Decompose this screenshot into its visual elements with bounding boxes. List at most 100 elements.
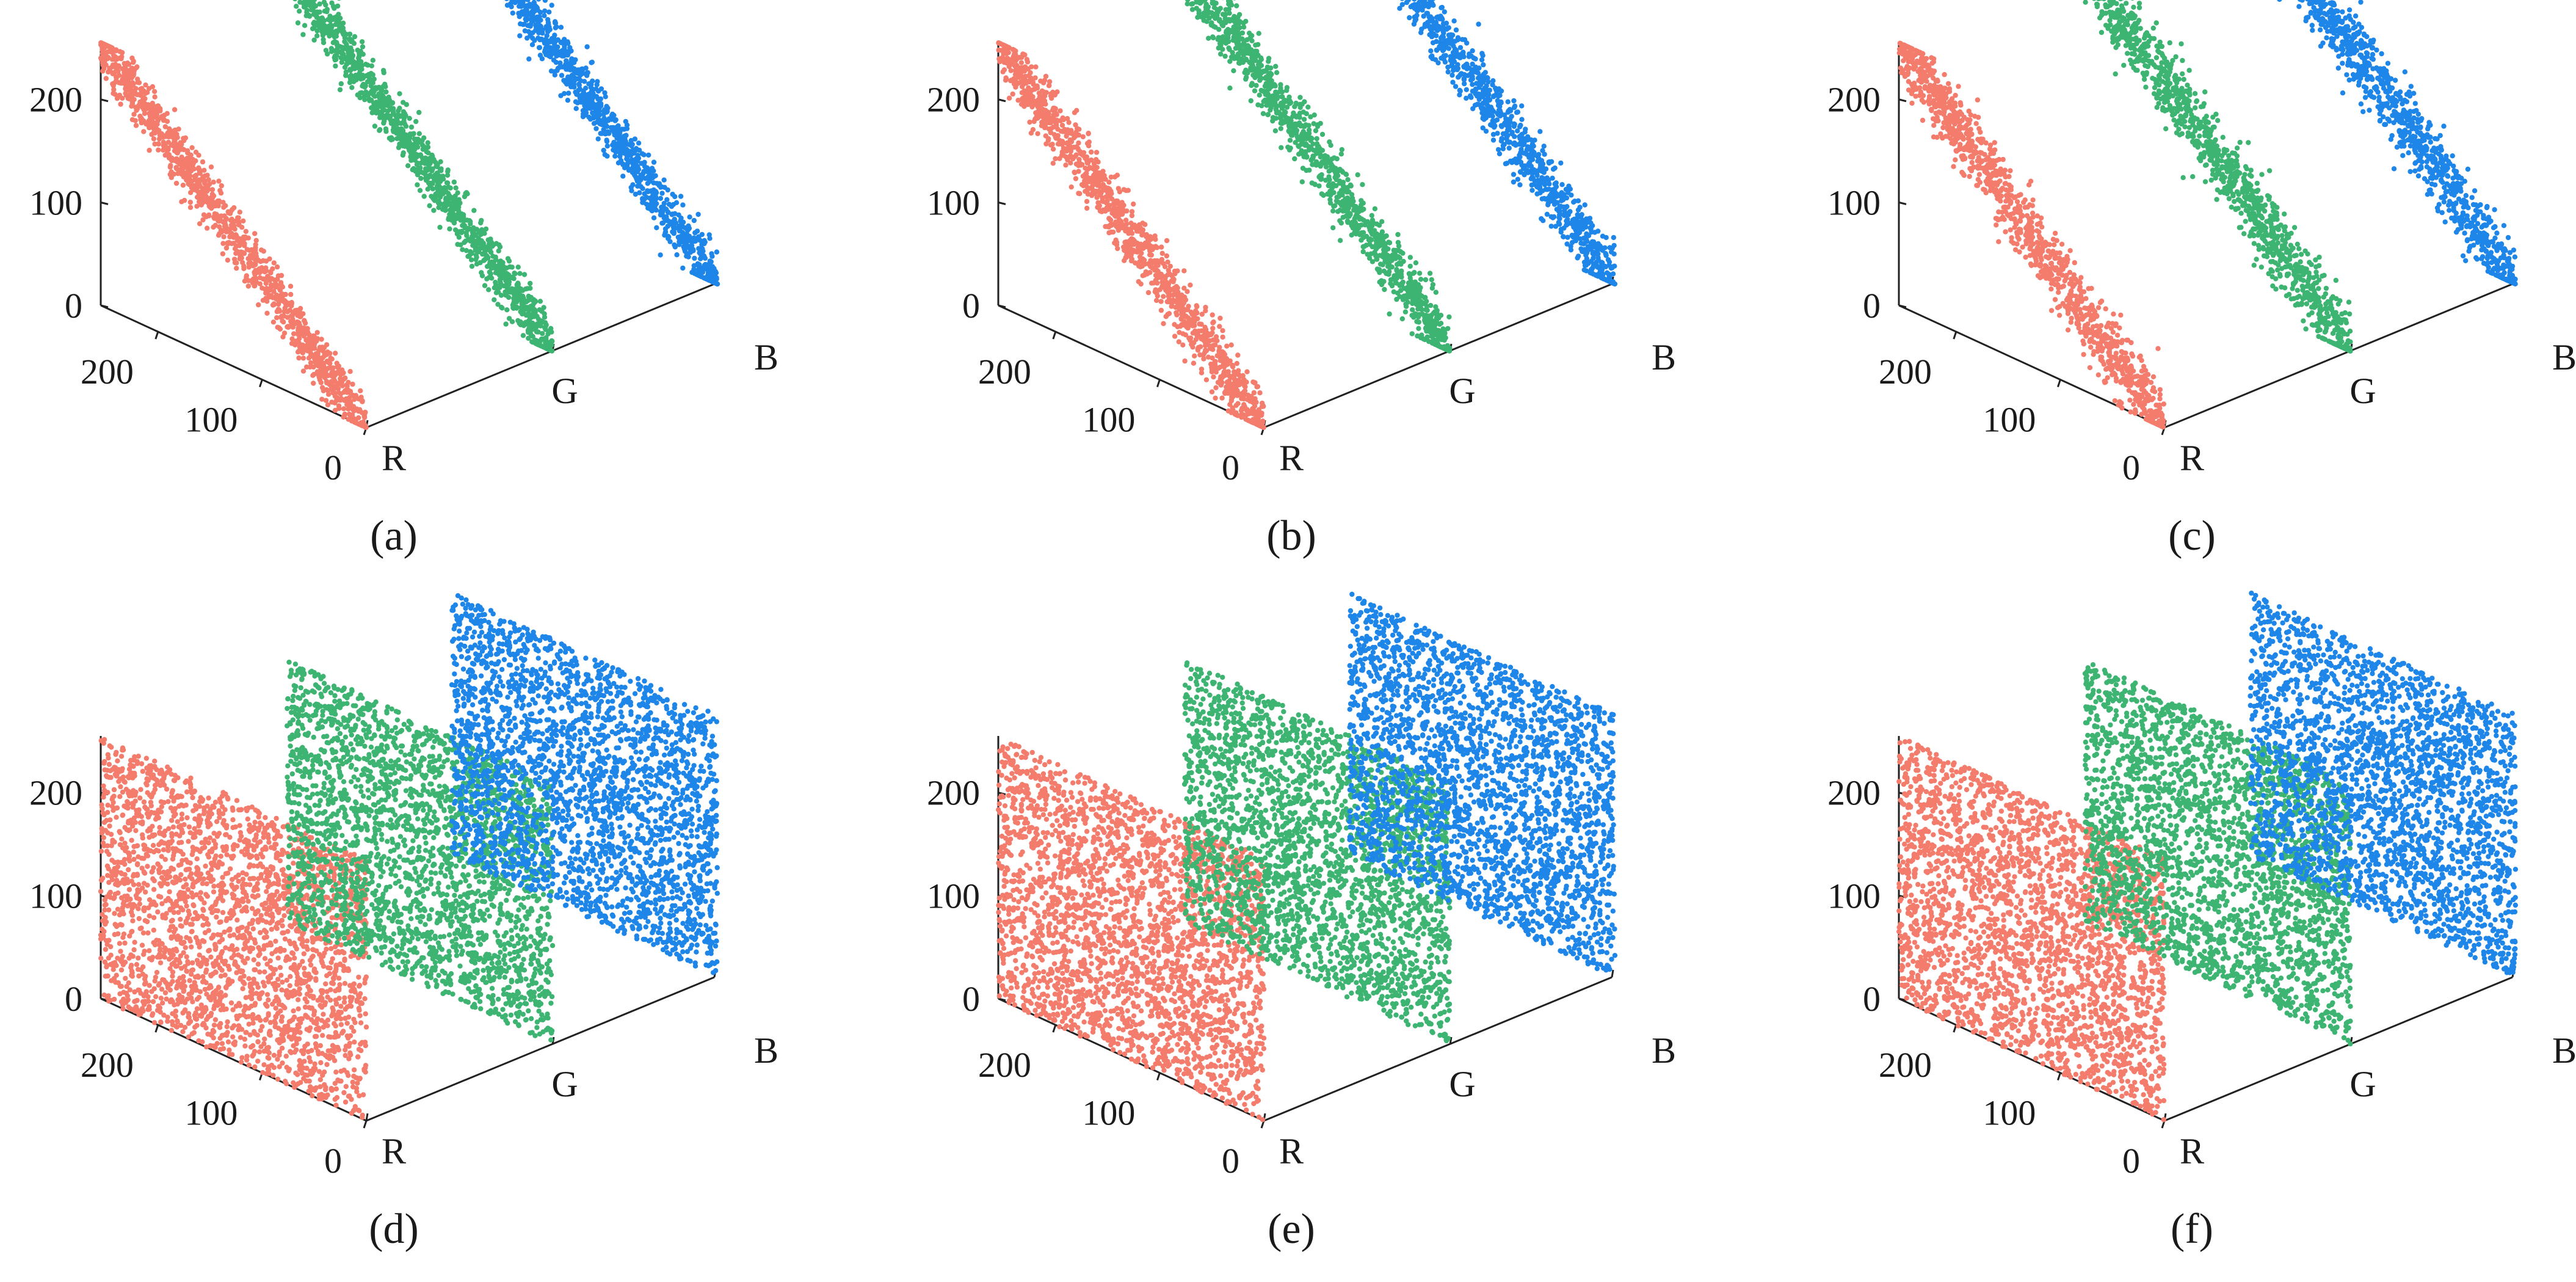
data-point	[1359, 238, 1363, 242]
data-point	[271, 284, 276, 289]
data-point	[1142, 222, 1147, 227]
data-point	[1227, 388, 1232, 393]
data-point	[595, 97, 600, 101]
data-point	[513, 294, 518, 299]
data-point	[426, 187, 430, 192]
data-point	[534, 325, 539, 330]
data-point	[200, 217, 205, 222]
data-point	[1059, 129, 1064, 134]
data-point	[317, 1, 322, 6]
data-point	[113, 48, 118, 53]
data-point	[503, 266, 508, 271]
data-point	[131, 90, 136, 95]
data-point	[1206, 355, 1211, 360]
data-point	[152, 142, 157, 147]
data-point	[156, 118, 161, 123]
data-point	[1172, 322, 1177, 327]
data-point	[1046, 136, 1051, 141]
data-point	[553, 25, 558, 30]
data-point	[354, 406, 359, 411]
data-point	[358, 59, 363, 64]
data-point	[487, 241, 492, 246]
data-point	[129, 56, 134, 60]
data-point	[213, 202, 218, 207]
data-point	[482, 283, 487, 288]
data-point	[303, 3, 308, 8]
data-point	[1227, 382, 1232, 387]
data-point	[330, 387, 335, 392]
data-point	[1051, 147, 1056, 151]
data-point	[549, 338, 554, 343]
data-point	[1124, 208, 1129, 213]
data-point	[1155, 293, 1160, 298]
data-point	[1213, 342, 1217, 347]
data-point	[1051, 161, 1056, 166]
data-point	[549, 68, 554, 73]
data-point	[1112, 175, 1117, 180]
data-point	[1161, 321, 1166, 326]
data-point	[1235, 361, 1239, 366]
data-point	[587, 96, 592, 101]
data-point	[111, 91, 115, 96]
data-point	[339, 81, 344, 86]
data-point	[1074, 144, 1079, 149]
data-point	[244, 275, 249, 280]
data-point	[261, 258, 266, 263]
data-point	[314, 360, 319, 365]
data-point	[1081, 134, 1086, 139]
data-point	[172, 107, 177, 112]
data-point	[1089, 150, 1094, 155]
data-point	[362, 97, 367, 102]
data-point	[658, 213, 663, 217]
data-point	[336, 403, 341, 408]
data-point	[200, 159, 205, 164]
data-point	[241, 266, 246, 271]
data-point	[294, 339, 299, 344]
data-point	[1395, 232, 1400, 237]
data-point	[489, 266, 494, 271]
data-point	[581, 90, 586, 95]
data-point	[589, 60, 593, 65]
data-point	[1136, 279, 1141, 284]
data-point	[575, 67, 580, 72]
data-point	[1220, 335, 1225, 340]
data-point	[603, 120, 608, 125]
data-point	[338, 49, 343, 54]
data-point	[347, 369, 352, 374]
data-point	[464, 248, 469, 253]
data-point	[435, 184, 440, 189]
data-point	[301, 355, 306, 360]
data-point	[1077, 191, 1082, 196]
data-point	[352, 63, 357, 68]
data-point	[219, 183, 224, 188]
data-point	[289, 301, 294, 306]
data-point	[174, 166, 179, 171]
data-point	[222, 213, 227, 218]
data-point	[648, 206, 653, 211]
data-point	[220, 251, 225, 256]
data-point	[1155, 280, 1159, 285]
data-point	[498, 244, 503, 249]
data-point	[692, 271, 697, 276]
data-point	[1257, 390, 1262, 395]
data-point	[1094, 150, 1099, 155]
data-point	[404, 124, 408, 129]
data-point	[320, 344, 325, 349]
data-point	[179, 172, 184, 177]
data-point	[445, 173, 450, 178]
data-point	[433, 160, 438, 165]
data-point	[314, 371, 319, 376]
depth-tick-label: 200	[81, 352, 134, 392]
data-point	[1025, 59, 1030, 64]
data-point	[391, 118, 396, 123]
data-point	[605, 144, 610, 148]
data-point	[434, 194, 438, 199]
data-point	[1173, 290, 1178, 295]
data-point	[291, 310, 296, 315]
data-point	[515, 285, 520, 290]
data-point	[687, 214, 692, 219]
data-point	[302, 326, 307, 331]
data-point	[239, 249, 244, 254]
data-point	[198, 196, 203, 201]
data-point	[1116, 213, 1121, 217]
